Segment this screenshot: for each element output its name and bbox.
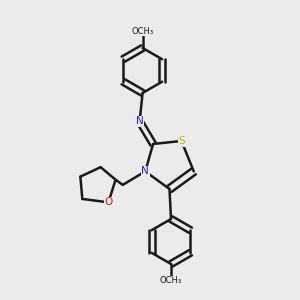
Text: S: S [178,136,185,146]
Text: OCH₃: OCH₃ [131,27,154,36]
Text: OCH₃: OCH₃ [160,276,182,285]
Text: O: O [104,197,112,207]
Text: N: N [141,167,149,176]
Text: N: N [136,116,143,127]
